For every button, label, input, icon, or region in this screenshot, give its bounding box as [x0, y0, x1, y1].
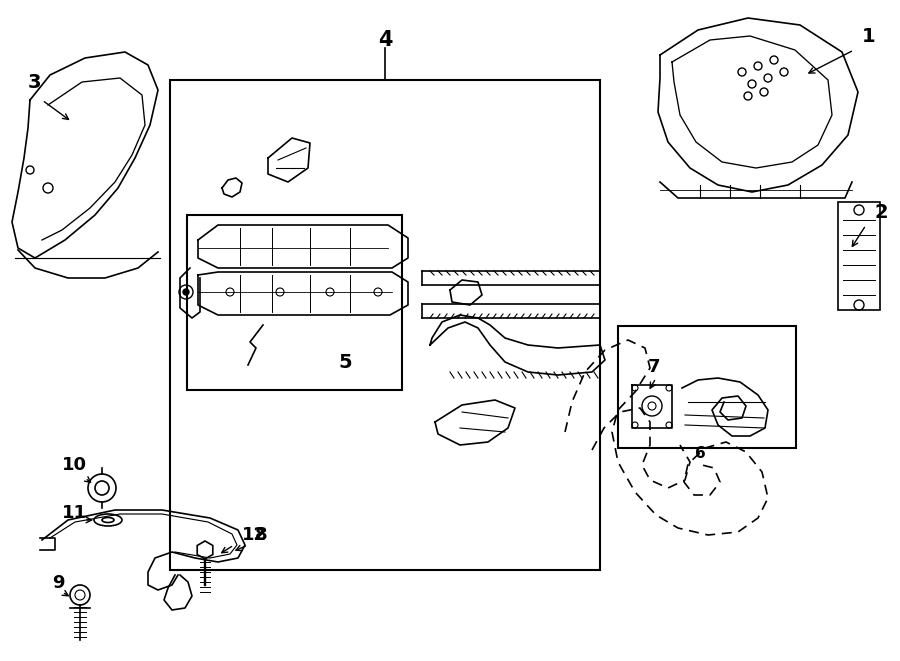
Text: 4: 4	[378, 30, 392, 50]
Bar	[187, 215, 402, 390]
Circle shape	[183, 289, 189, 295]
Text: 3: 3	[28, 73, 41, 92]
Text: 8: 8	[255, 526, 267, 544]
Bar	[838, 202, 880, 310]
Text: 10: 10	[62, 456, 87, 474]
Text: 7: 7	[648, 358, 661, 376]
Text: 9: 9	[52, 574, 65, 592]
Text: 11: 11	[62, 504, 87, 522]
Text: 6: 6	[695, 446, 706, 461]
Text: 5: 5	[338, 353, 352, 372]
Text: 2: 2	[874, 203, 887, 222]
Bar	[170, 80, 600, 570]
Text: 12: 12	[242, 526, 267, 544]
Bar	[618, 326, 796, 448]
Text: 1: 1	[862, 27, 876, 46]
